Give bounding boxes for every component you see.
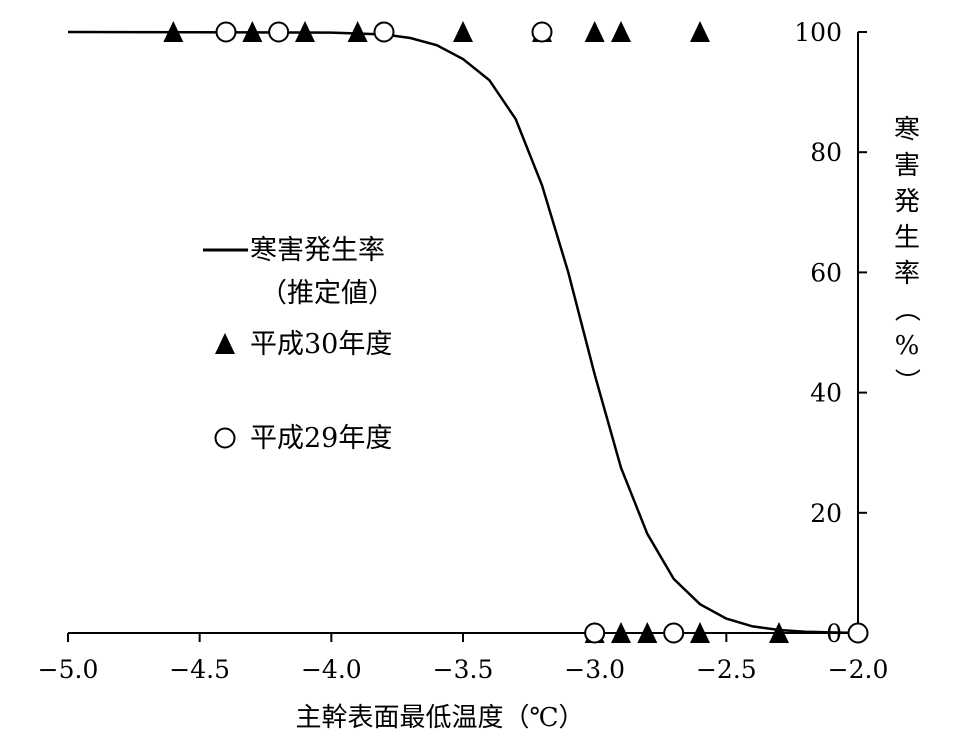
- y-tick-label: 40: [810, 379, 842, 408]
- y-axis-title-char: %: [895, 331, 920, 361]
- y-axis-title-char: 生: [894, 223, 920, 253]
- x-tick-label: −4.5: [169, 655, 230, 684]
- h30-point: [584, 21, 605, 42]
- y-axis-title-char: 寒: [894, 115, 920, 145]
- h29-point: [268, 21, 290, 43]
- x-tick-label: −2.5: [696, 655, 757, 684]
- x-tick-label: −2.0: [828, 655, 889, 684]
- x-tick-label: −4.0: [301, 655, 362, 684]
- legend-circle-icon: [214, 427, 236, 449]
- legend-line-label: 寒害発生率: [250, 235, 385, 266]
- y-axis-title-char: 害: [894, 151, 920, 181]
- h30-point: [347, 21, 368, 42]
- h30-point: [690, 21, 710, 42]
- legend-h29-label: 平成29年度: [250, 423, 392, 454]
- x-tick-label: −3.5: [433, 655, 494, 684]
- h30-point: [611, 21, 631, 42]
- legend-line-label-sub: （推定値）: [260, 278, 395, 309]
- estimate-curve: [67, 30, 859, 635]
- y-axis-title-char: ）: [891, 368, 921, 394]
- x-tick-label: −3.0: [564, 655, 625, 684]
- h30-point: [453, 21, 473, 42]
- legend: 寒害発生率 （推定値） 平成30年度 平成29年度: [203, 235, 395, 454]
- h30-point: [242, 21, 263, 42]
- legend-h30-label: 平成30年度: [250, 329, 392, 360]
- h29-point: [373, 21, 395, 43]
- legend-triangle-icon: [215, 333, 235, 354]
- y-tick-label: 100: [794, 18, 842, 47]
- x-axis-title: 主幹表面最低温度（℃）: [295, 703, 584, 733]
- marks-layer: [163, 21, 869, 644]
- y-tick-label: 60: [810, 258, 842, 287]
- h30-point: [611, 622, 631, 643]
- h29-point: [584, 622, 606, 644]
- y-tick-label: 20: [810, 499, 842, 528]
- y-axis-title-char: 発: [894, 187, 920, 217]
- h29-point: [663, 622, 685, 644]
- h30-point: [295, 21, 315, 42]
- series-layer: [67, 30, 859, 635]
- h30-point: [163, 21, 184, 42]
- y-tick-label: 80: [810, 138, 842, 167]
- y-axis-title: 寒害発生率 （% ）: [891, 115, 921, 394]
- x-tick-label: −5.0: [38, 655, 99, 684]
- h29-point: [847, 622, 869, 644]
- h30-point: [637, 622, 658, 643]
- y-axis-title-char: 率: [894, 259, 920, 289]
- h29-point: [531, 21, 553, 43]
- h29-point: [215, 21, 237, 43]
- h30-point: [769, 622, 789, 643]
- h30-point: [690, 622, 710, 643]
- y-axis-title-char: （: [891, 296, 921, 322]
